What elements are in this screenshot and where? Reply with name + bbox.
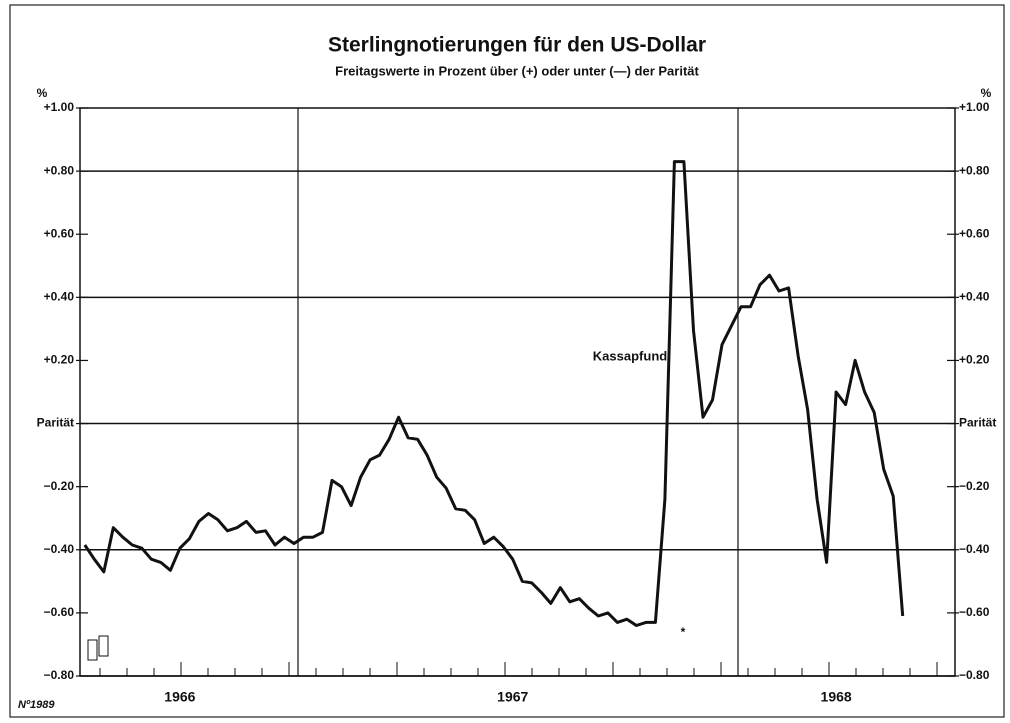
y-unit: % [37,86,48,100]
y-tick-label: +0.20 [44,353,75,367]
y2-tick-label: +0.20 [959,353,990,367]
y2-tick-label: −0.20 [959,479,990,493]
x-tick-label: 1966 [164,689,195,705]
y-tick-label: −0.20 [44,479,75,493]
y2-tick-label: +1.00 [959,100,990,114]
number-annotation: Nº1989 [18,699,55,711]
frame [9,4,1005,718]
y2-tick-label: −0.60 [959,605,990,619]
y2-tick-label: −0.40 [959,542,990,556]
y-tick-label: −0.80 [44,668,75,682]
plot-area [79,107,956,677]
y-tick-label: +0.60 [44,226,75,240]
y-tick-label: +1.00 [44,100,75,114]
series-annotation: Kassapfund [593,348,667,363]
y2-tick-label: +0.60 [959,226,990,240]
x-tick-label: 1967 [497,689,528,705]
y-tick-label: +0.80 [44,163,75,177]
y-tick-label: +0.40 [44,290,75,304]
y-tick-label: Parität [37,416,74,430]
marker-annotation: * [681,625,686,639]
y2-tick-label: +0.40 [959,290,990,304]
x-tick-label: 1968 [821,689,852,705]
chart-subtitle: Freitagswerte in Prozent über (+) oder u… [335,63,699,78]
y-tick-label: −0.40 [44,542,75,556]
y2-tick-label: −0.80 [959,668,990,682]
data-line [83,160,905,627]
y2-tick-label: Parität [959,416,996,430]
logo [87,635,109,661]
y2-tick-label: +0.80 [959,163,990,177]
y2-unit: % [981,86,992,100]
chart-title: Sterlingnotierungen für den US-Dollar [328,34,706,57]
y-tick-label: −0.60 [44,605,75,619]
